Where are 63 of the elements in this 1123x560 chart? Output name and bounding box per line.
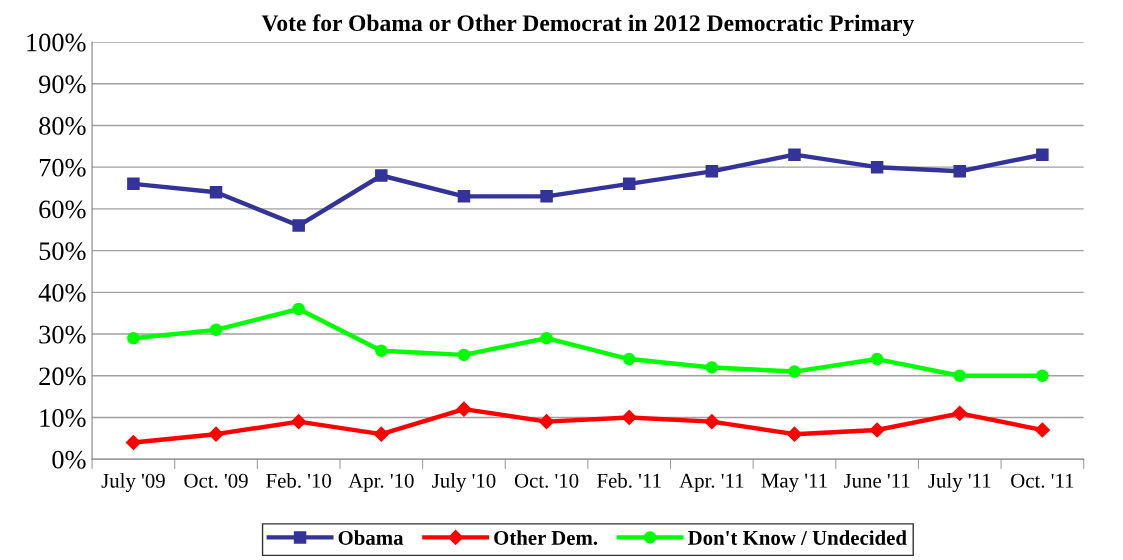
point [375, 169, 388, 182]
point [788, 148, 801, 161]
point [705, 361, 719, 374]
point [621, 409, 637, 426]
point [704, 414, 720, 430]
y-tick-label: 80% [39, 117, 86, 135]
x-tick-label: Feb. '11 [597, 473, 661, 488]
y-tick-label: 70% [39, 158, 86, 177]
point [539, 414, 555, 430]
point [953, 165, 966, 178]
point [209, 323, 223, 337]
y-tick-label: 100% [27, 33, 86, 52]
x-tick-label: Oct. '10 [514, 473, 579, 488]
point [786, 426, 803, 442]
x-tick-label: July '11 [928, 473, 991, 493]
chart-title: Vote for Obama or Other Democrat in 2012 Democratic Primary [261, 14, 915, 36]
y-tick-label: 50% [39, 242, 86, 261]
point [540, 331, 553, 345]
x-tick-label: Feb. '10 [266, 473, 331, 488]
point [457, 190, 471, 203]
legend-label: Other Dem. [494, 530, 598, 545]
x-tick-label: Oct. '11 [1011, 473, 1074, 488]
legend-label: Don't Know / Undecided [687, 530, 907, 545]
x-tick-label: July '09 [101, 473, 165, 493]
point [953, 369, 966, 383]
x-tick-label: June '11 [843, 473, 910, 488]
x-tick-label: Apr. '11 [679, 473, 744, 492]
y-tick-label: 0% [52, 450, 86, 469]
point [1034, 422, 1050, 438]
y-tick-label: 40% [38, 283, 86, 302]
point [622, 352, 636, 366]
y-tick-label: 90% [39, 75, 86, 94]
x-tick-label: Oct. '09 [184, 473, 248, 488]
point [622, 177, 636, 191]
point [292, 302, 305, 316]
point [127, 177, 140, 191]
point [952, 405, 968, 421]
point [540, 190, 553, 203]
point [127, 331, 140, 345]
point [208, 426, 224, 442]
y-tick-label: 30% [39, 325, 86, 344]
point [456, 401, 472, 417]
point [869, 422, 885, 438]
point [291, 414, 307, 430]
x-tick-label: May '11 [761, 473, 827, 492]
y-tick-label: 20% [39, 367, 86, 386]
point [788, 365, 801, 378]
legend-label: Obama [338, 530, 404, 545]
point [1036, 369, 1049, 383]
y-tick-label: 60% [39, 200, 86, 219]
point [870, 352, 884, 366]
point [457, 348, 471, 362]
point [870, 160, 884, 174]
x-tick-label: Apr. '10 [348, 473, 414, 492]
point [292, 219, 305, 232]
point [375, 344, 388, 357]
y-tick-label: 10% [40, 409, 86, 427]
x-tick-label: July '10 [432, 473, 496, 493]
point [1036, 148, 1049, 161]
point [705, 165, 719, 178]
point [125, 434, 141, 451]
point [373, 426, 389, 442]
point [209, 185, 223, 199]
